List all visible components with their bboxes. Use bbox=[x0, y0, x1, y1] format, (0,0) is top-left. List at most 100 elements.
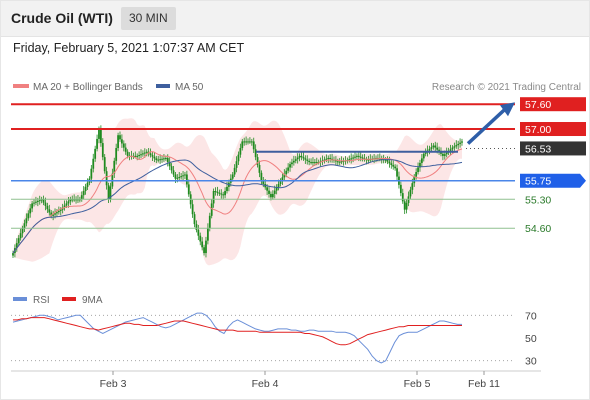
candle-body bbox=[164, 157, 167, 159]
candle-body bbox=[386, 160, 389, 162]
candle-body bbox=[275, 187, 278, 191]
candle-body bbox=[214, 191, 217, 193]
candle-body bbox=[107, 185, 110, 200]
candle-body bbox=[36, 200, 39, 202]
candle-body bbox=[388, 161, 391, 164]
candle-body bbox=[187, 184, 190, 195]
candle-body bbox=[417, 167, 419, 173]
candle-body bbox=[80, 195, 83, 200]
bollinger-band-fill bbox=[13, 118, 462, 266]
candle-body bbox=[63, 205, 66, 208]
candle-body bbox=[231, 174, 234, 179]
candle-body bbox=[331, 158, 333, 160]
candle-body bbox=[191, 204, 194, 215]
candle-body bbox=[134, 155, 137, 157]
candle-body bbox=[170, 166, 173, 171]
candle-body bbox=[119, 135, 121, 140]
candle-body bbox=[296, 157, 299, 160]
candle-body bbox=[23, 223, 26, 229]
resistance-label: 57.00 bbox=[525, 124, 551, 136]
candle-body bbox=[27, 213, 30, 219]
candle-body bbox=[159, 159, 162, 161]
candle-body bbox=[292, 160, 295, 163]
candle-body bbox=[266, 187, 269, 191]
last-price-label: 56.53 bbox=[525, 143, 551, 155]
candle-body bbox=[235, 161, 238, 168]
forecast-arrow-shaft bbox=[466, 108, 506, 145]
pivot-label: 55.75 bbox=[525, 176, 551, 188]
candle-body bbox=[399, 184, 402, 194]
candle-body bbox=[422, 153, 425, 159]
candle-body bbox=[461, 141, 463, 143]
candle-body bbox=[17, 238, 20, 244]
candle-body bbox=[122, 143, 125, 148]
candle-body bbox=[44, 202, 47, 206]
interval-button[interactable]: 30 MIN bbox=[121, 7, 176, 30]
resistance-label-box bbox=[520, 97, 586, 112]
candle-body bbox=[155, 158, 158, 161]
instrument-title: Crude Oil (WTI) bbox=[11, 10, 113, 26]
candle-body bbox=[90, 168, 93, 179]
candle-body bbox=[115, 148, 118, 161]
candle-body bbox=[201, 241, 204, 248]
candle-body bbox=[302, 157, 305, 159]
candle-body bbox=[384, 159, 387, 161]
candle-body bbox=[455, 145, 458, 147]
x-tick-label: Feb 3 bbox=[100, 378, 127, 390]
candle-body bbox=[33, 202, 35, 204]
candle-body bbox=[308, 160, 311, 163]
candle-body bbox=[300, 155, 303, 158]
candle-body bbox=[25, 218, 28, 224]
candle-body bbox=[361, 157, 364, 159]
pivot-label-box bbox=[520, 173, 586, 188]
candle-body bbox=[174, 174, 177, 179]
candle-body bbox=[203, 247, 205, 254]
candle-body bbox=[453, 146, 456, 148]
candle-body bbox=[136, 155, 139, 157]
candle-body bbox=[199, 235, 202, 242]
candle-body bbox=[367, 159, 370, 161]
candle-body bbox=[457, 143, 460, 146]
candle-body bbox=[218, 192, 221, 194]
legend-swatch-ma20 bbox=[13, 84, 29, 88]
candle-body bbox=[224, 191, 226, 196]
candle-body bbox=[304, 158, 307, 160]
candle-body bbox=[67, 201, 70, 204]
candle-body bbox=[334, 160, 337, 162]
candle-body bbox=[289, 164, 291, 168]
legend-swatch-ma50 bbox=[156, 84, 170, 88]
candle-body bbox=[270, 193, 272, 198]
candle-body bbox=[390, 163, 393, 165]
candle-body bbox=[281, 177, 284, 181]
candle-body bbox=[143, 152, 146, 154]
candle-body bbox=[260, 172, 263, 181]
candle-body bbox=[415, 172, 418, 177]
legend-label-rsi: RSI bbox=[33, 295, 50, 306]
candle-body bbox=[327, 157, 330, 159]
candle-body bbox=[193, 214, 196, 225]
rsi-ma-line bbox=[13, 317, 462, 346]
candle-body bbox=[46, 205, 49, 210]
candle-body bbox=[436, 147, 439, 150]
candle-body bbox=[285, 170, 288, 175]
candle-body bbox=[409, 189, 412, 197]
candle-body bbox=[329, 157, 332, 159]
candle-body bbox=[401, 193, 404, 202]
candle-body bbox=[405, 203, 408, 210]
candle-body bbox=[92, 158, 95, 169]
candle-body bbox=[35, 201, 37, 203]
rsi-tick-label: 30 bbox=[525, 356, 537, 368]
legend-swatch-rsi-ma bbox=[62, 297, 76, 301]
candle-body bbox=[103, 157, 106, 172]
x-tick-label: Feb 4 bbox=[252, 378, 279, 390]
resistance-label-box bbox=[520, 122, 586, 137]
candle-body bbox=[438, 149, 440, 152]
candle-body bbox=[65, 203, 68, 206]
candle-body bbox=[21, 228, 24, 234]
rsi-line bbox=[12, 312, 462, 364]
candle-body bbox=[287, 167, 290, 171]
candle-body bbox=[258, 164, 261, 173]
candle-body bbox=[356, 155, 358, 157]
candle-body bbox=[445, 152, 448, 155]
candle-body bbox=[19, 233, 22, 239]
